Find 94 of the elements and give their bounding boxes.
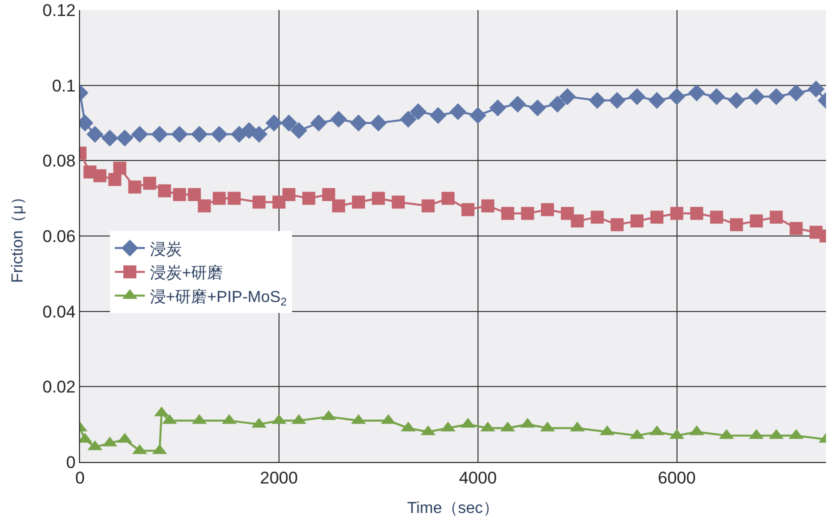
point — [352, 196, 366, 209]
point — [770, 210, 783, 224]
point — [548, 96, 566, 113]
point — [489, 99, 506, 116]
point — [650, 210, 664, 224]
point — [332, 199, 346, 212]
point — [310, 114, 328, 132]
legend-label: 浸炭 — [150, 240, 182, 258]
point — [469, 107, 486, 124]
point — [302, 192, 316, 205]
x-tick-label: 6000 — [658, 468, 696, 488]
point — [392, 196, 405, 209]
point — [370, 114, 387, 132]
point — [188, 188, 201, 202]
point — [668, 88, 686, 106]
point — [86, 126, 104, 143]
point — [252, 196, 266, 209]
x-tick-label: 2000 — [260, 468, 298, 488]
point — [151, 126, 168, 143]
point — [290, 122, 308, 139]
point — [108, 173, 122, 186]
point — [113, 162, 126, 175]
point — [461, 203, 474, 216]
point — [143, 176, 156, 190]
point — [808, 80, 824, 98]
point — [728, 92, 745, 109]
point — [590, 210, 604, 224]
point — [280, 114, 298, 132]
x-axis-title: Time（sec） — [407, 500, 499, 518]
point — [190, 126, 208, 143]
point — [198, 199, 211, 212]
point — [588, 92, 606, 109]
point — [509, 96, 526, 113]
point — [101, 130, 118, 147]
point — [422, 199, 435, 212]
point — [708, 88, 726, 106]
point — [730, 218, 743, 232]
point — [210, 126, 228, 143]
point — [128, 180, 142, 194]
point — [608, 92, 626, 109]
point — [350, 114, 367, 132]
y-tick-label: 0.08 — [42, 152, 76, 171]
point — [790, 222, 803, 235]
point — [540, 203, 554, 216]
point — [230, 126, 248, 143]
point — [372, 192, 385, 205]
point — [750, 214, 763, 228]
y-tick-label: 0.1 — [52, 76, 76, 96]
point — [560, 206, 574, 220]
point — [131, 126, 148, 143]
point — [266, 114, 282, 132]
point — [788, 84, 805, 102]
y-tick-label: 0.12 — [42, 0, 76, 20]
y-tick-label: 0.06 — [42, 226, 76, 246]
point — [93, 169, 106, 182]
point — [272, 196, 286, 209]
y-tick-label: 0 — [66, 452, 76, 472]
point — [690, 206, 704, 220]
point — [172, 188, 186, 202]
point — [450, 103, 466, 120]
point — [688, 84, 706, 102]
point — [410, 103, 427, 120]
point — [648, 92, 666, 109]
point — [521, 206, 534, 220]
point — [228, 192, 241, 205]
point — [282, 188, 296, 202]
point — [630, 214, 644, 228]
point — [442, 192, 455, 205]
point — [116, 130, 134, 147]
point — [768, 88, 785, 106]
point — [158, 184, 172, 198]
legend-label: 浸炭+研磨 — [150, 264, 224, 282]
point — [670, 206, 684, 220]
y-tick-label: 0.04 — [42, 302, 76, 322]
point — [570, 214, 584, 228]
point — [171, 126, 188, 143]
point — [748, 88, 765, 106]
x-tick-label: 4000 — [458, 468, 497, 488]
point — [501, 206, 514, 220]
point — [558, 88, 576, 106]
point — [212, 192, 226, 205]
legend-label: 浸+研磨+PIP-MoS$_{2}$ — [150, 288, 287, 308]
point — [322, 188, 336, 202]
y-axis-title: Friction（μ） — [9, 189, 26, 283]
y-tick-label: 0.02 — [42, 378, 76, 397]
point — [400, 110, 417, 128]
point — [250, 126, 268, 143]
point — [610, 218, 624, 232]
point — [481, 199, 494, 212]
point — [529, 99, 546, 116]
point — [628, 88, 646, 106]
point — [430, 107, 447, 124]
point — [330, 110, 348, 128]
point — [710, 210, 724, 224]
